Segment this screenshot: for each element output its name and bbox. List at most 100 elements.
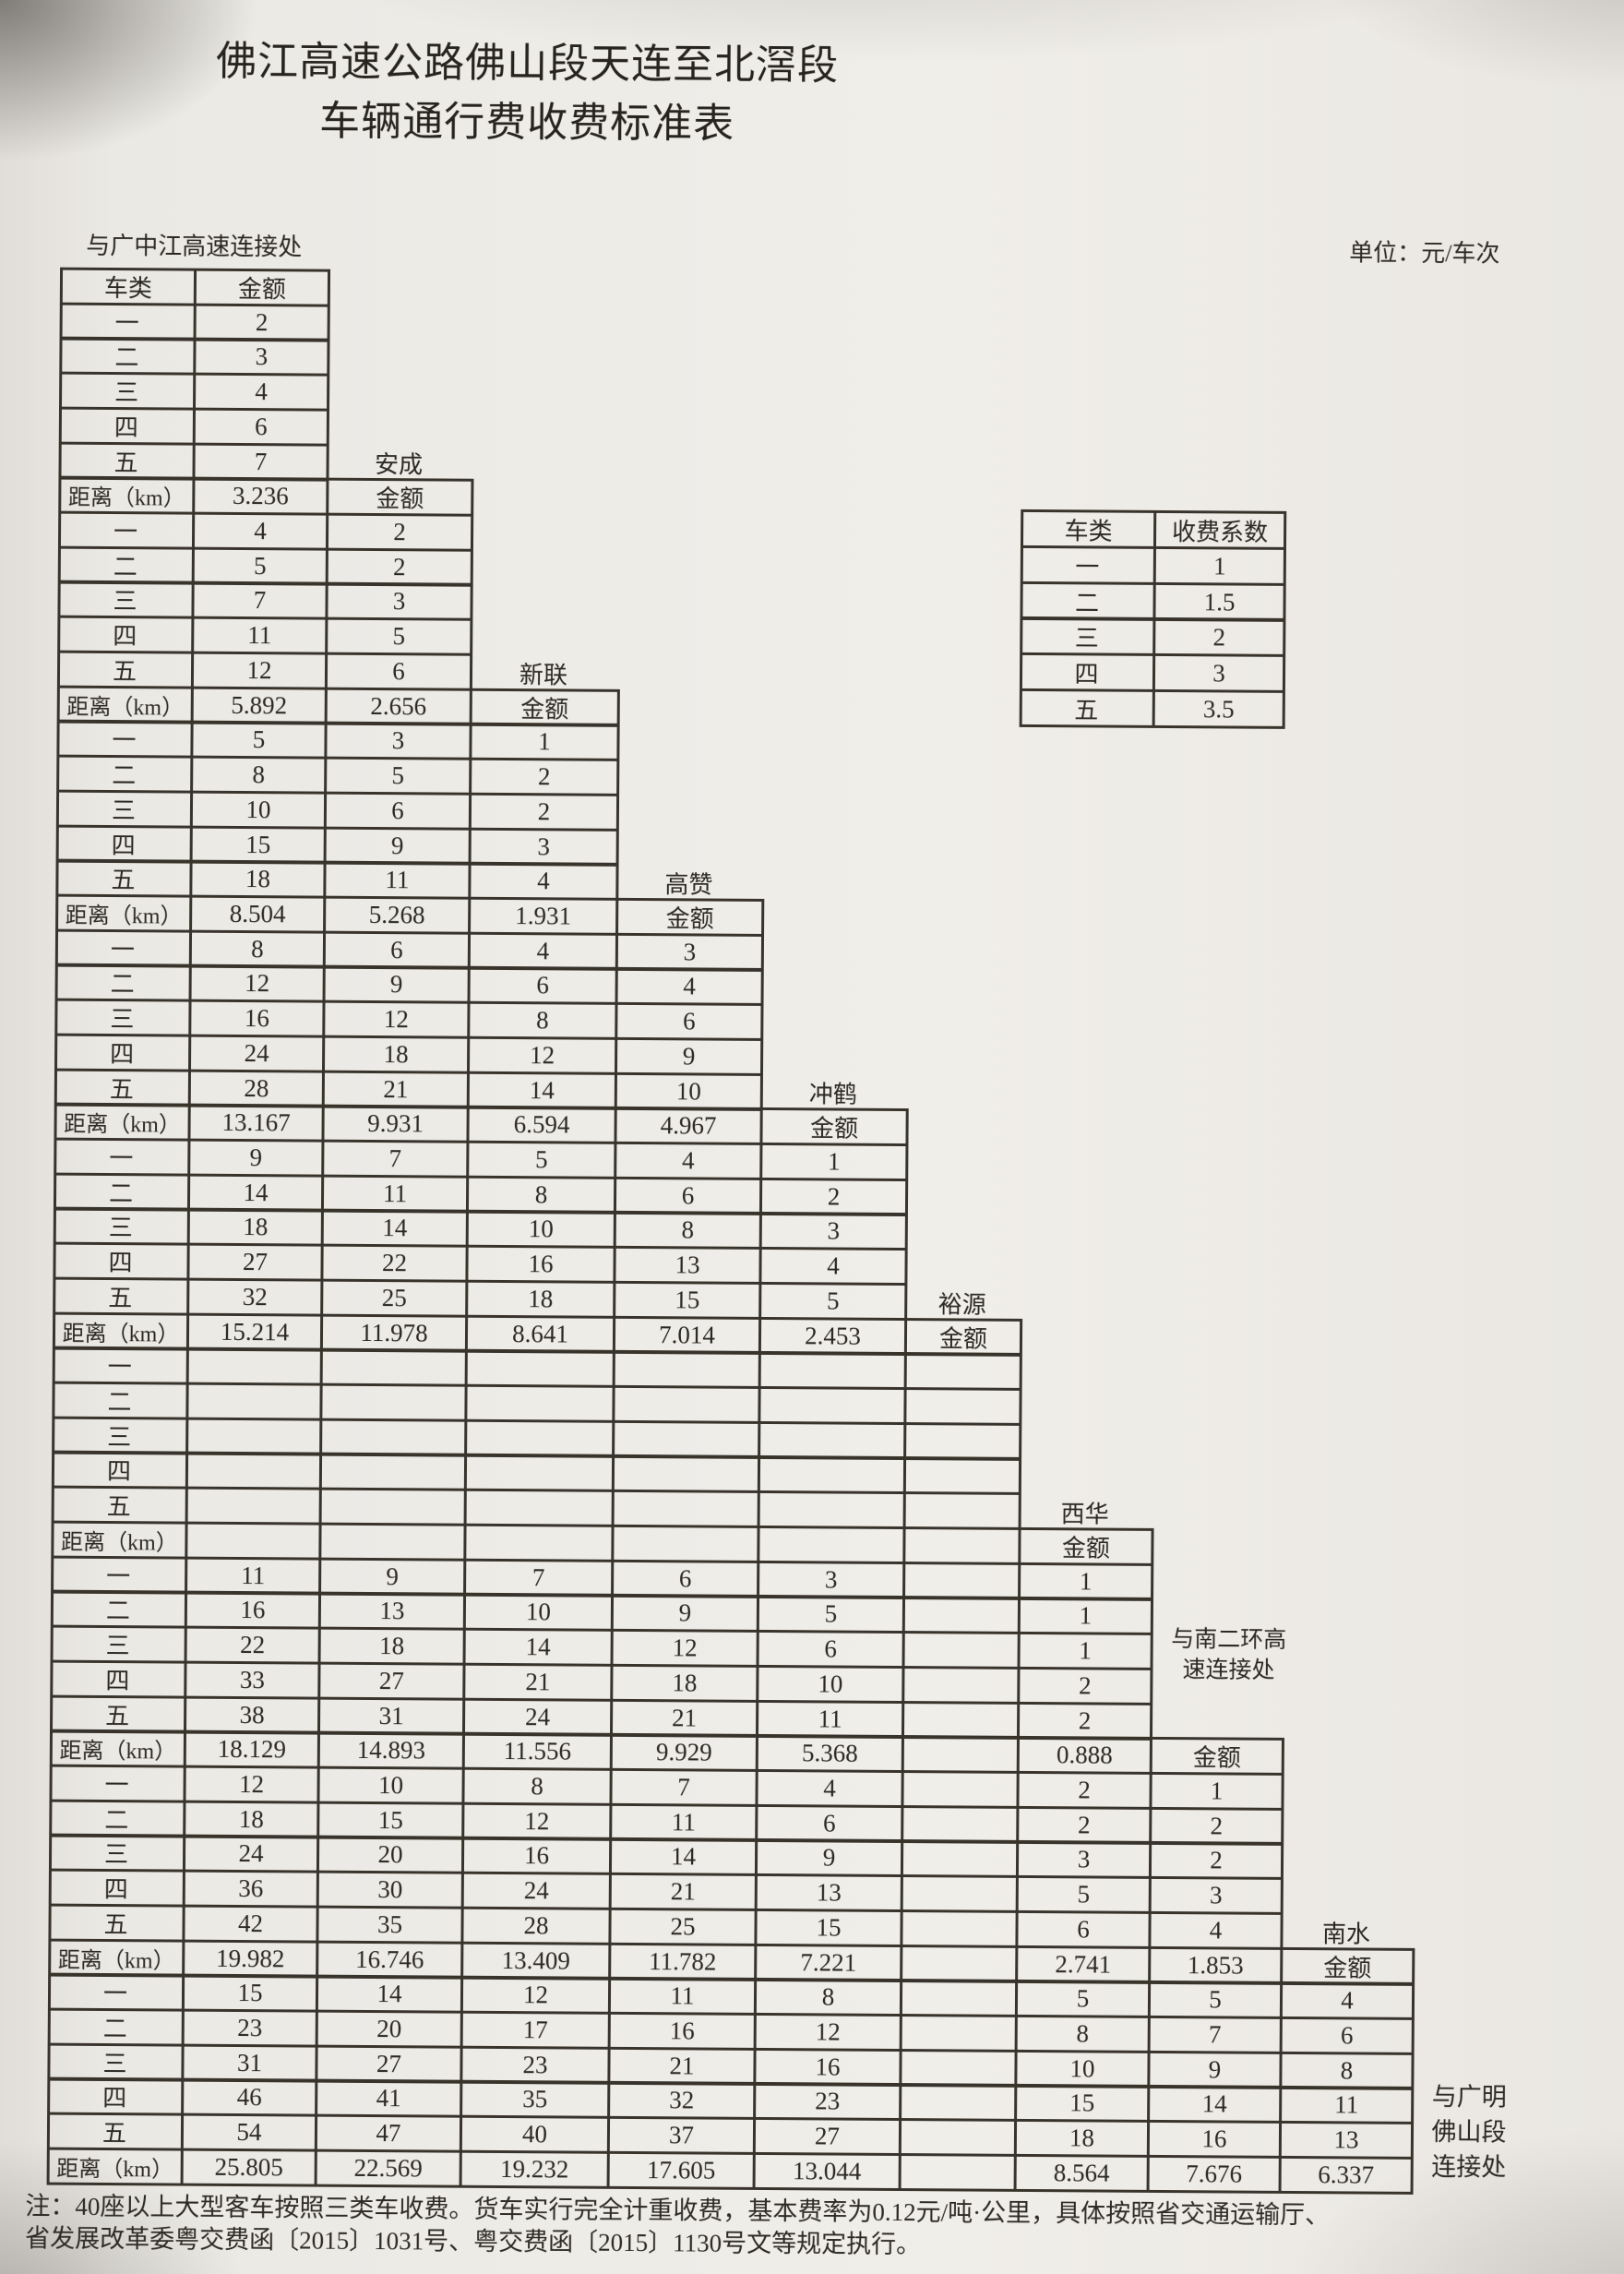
fee-value-cell: 14	[315, 1974, 464, 2014]
vehicle-class-cell: 五	[46, 2112, 185, 2151]
fee-value-cell: 13	[1278, 2120, 1415, 2160]
fee-value-cell: 14	[462, 1627, 614, 1667]
fee-value-cell	[902, 1666, 1021, 1705]
fee-value-cell: 16	[188, 999, 326, 1038]
fee-value-cell: 24	[461, 1697, 614, 1737]
distance-value-cell: 11.978	[319, 1313, 469, 1353]
fee-value-cell: 21	[608, 1872, 758, 1911]
vehicle-class-cell: 三	[50, 1624, 187, 1664]
fee-value-cell: 4	[191, 511, 329, 551]
fee-value-cell	[318, 1452, 468, 1491]
unit-label: 单位：元/车次	[1349, 239, 1500, 268]
fee-value-cell: 16	[465, 1244, 616, 1284]
coef-class-cell: 三	[1020, 616, 1156, 656]
fee-value-cell: 8	[465, 1175, 617, 1215]
distance-label-cell: 距离（km）	[48, 1938, 185, 1978]
distance-value-cell: 7.014	[612, 1315, 762, 1355]
fee-value-cell: 2	[1016, 1805, 1152, 1845]
fee-value-cell: 15	[613, 1280, 762, 1320]
fee-value-cell: 14	[466, 1071, 617, 1110]
vehicle-class-cell: 三	[55, 789, 194, 829]
fee-value-cell: 7	[192, 442, 329, 482]
fee-value-cell: 4	[614, 1141, 763, 1180]
distance-value-cell: 11.782	[608, 1942, 758, 1981]
fee-value-cell: 2	[1017, 1666, 1153, 1706]
fee-value-cell: 4	[755, 1768, 904, 1809]
fee-value-cell: 3	[1015, 1839, 1152, 1879]
distance-value-cell: 15.214	[185, 1312, 324, 1352]
vehicle-class-cell: 一	[52, 1346, 189, 1385]
fee-value-cell	[319, 1418, 468, 1457]
distance-label-cell: 距离（km）	[51, 1520, 188, 1560]
distance-value-cell: 7.221	[754, 1943, 903, 1983]
page-title: 佛江高速公路佛山段天连至北滘段 车辆通行费收费标准表	[1, 30, 1054, 156]
vehicle-class-cell: 一	[56, 719, 194, 759]
fee-value-cell: 14	[186, 1173, 325, 1213]
distance-value-cell: 2.741	[1015, 1945, 1152, 1984]
distance-value-cell: 1.853	[1148, 1945, 1284, 1985]
station-label: 裕源	[937, 1291, 986, 1319]
guangming-line1: 与广明	[1431, 2083, 1507, 2112]
vehicle-class-cell: 四	[51, 1450, 189, 1490]
fee-value-cell: 7	[1147, 2015, 1283, 2054]
fee-value-cell: 3	[324, 721, 472, 760]
fee-value-cell	[464, 1348, 615, 1388]
fee-value-cell: 8	[188, 929, 327, 969]
vehicle-class-cell: 四	[48, 1868, 185, 1908]
fee-value-cell	[464, 1383, 615, 1423]
vehicle-class-cell: 二	[53, 1172, 191, 1212]
station-label: 南水	[1321, 1921, 1371, 1948]
fee-value-cell: 24	[187, 1034, 326, 1073]
fee-value-cell: 6	[323, 791, 472, 831]
vehicle-class-cell: 三	[47, 2042, 185, 2082]
fee-value-cell: 16	[607, 2011, 757, 2051]
fee-value-cell: 14	[320, 1208, 469, 1248]
fee-value-cell: 28	[187, 1069, 326, 1108]
distance-value-cell: 8.504	[189, 894, 327, 934]
fee-value-cell: 23	[460, 2045, 611, 2085]
fee-value-cell: 2	[1016, 1701, 1153, 1741]
vehicle-class-cell: 一	[49, 1764, 186, 1803]
fee-value-cell: 6	[192, 407, 330, 447]
vehicle-class-cell: 四	[53, 1241, 190, 1281]
distance-value-cell	[611, 1524, 760, 1563]
fee-value-cell: 3	[468, 827, 619, 867]
title-line2: 车辆通行费收费标准表	[319, 98, 735, 147]
fee-value-cell: 4	[467, 931, 619, 971]
fee-value-cell: 12	[183, 1765, 320, 1804]
fee-value-cell	[902, 1562, 1021, 1600]
amount-header-cell: 金额	[1018, 1526, 1154, 1566]
vehicle-class-cell: 五	[56, 650, 195, 689]
fee-value-cell: 30	[316, 1870, 464, 1909]
fee-value-cell: 25	[320, 1278, 469, 1318]
coef-value-cell: 3.5	[1152, 688, 1285, 729]
vehicle-class-cell: 三	[58, 371, 197, 411]
coef-class-cell: 一	[1020, 545, 1156, 585]
fee-value-cell: 35	[316, 1905, 464, 1945]
distance-value-cell	[900, 1945, 1019, 1983]
vehicle-class-cell: 五	[53, 1276, 190, 1316]
distance-value-cell	[902, 1526, 1021, 1565]
fee-value-cell	[902, 1631, 1021, 1670]
fee-value-cell: 5	[191, 546, 328, 586]
fee-value-cell: 18	[186, 1207, 324, 1247]
fee-value-cell: 6	[613, 1176, 763, 1215]
fee-value-cell: 5	[324, 756, 472, 796]
fee-value-cell: 9	[322, 964, 471, 1004]
fee-value-cell: 5	[190, 720, 328, 760]
fee-value-cell: 5	[758, 1281, 908, 1322]
fee-value-cell: 10	[316, 1765, 465, 1805]
distance-value-cell: 19.982	[182, 1939, 319, 1979]
fee-value-cell: 40	[459, 2114, 611, 2154]
fee-value-cell: 31	[316, 1696, 466, 1736]
distance-value-cell: 5.892	[190, 686, 328, 725]
fee-value-cell: 32	[607, 2080, 757, 2120]
distance-value-cell: 18.129	[183, 1729, 321, 1769]
fee-value-cell	[898, 2118, 1018, 2157]
distance-value-cell	[318, 1522, 467, 1562]
fee-value-cell: 16	[1146, 2119, 1283, 2159]
fee-value-cell: 18	[317, 1626, 466, 1666]
distance-label-cell: 距离（km）	[52, 1311, 190, 1351]
fee-value-cell: 2	[325, 512, 474, 552]
